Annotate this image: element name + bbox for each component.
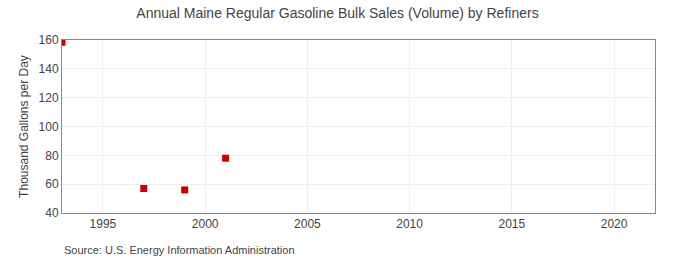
svg-text:100: 100 (39, 120, 59, 134)
svg-text:140: 140 (39, 62, 59, 76)
svg-text:Source: U.S. Energy Informatio: Source: U.S. Energy Information Administ… (64, 244, 295, 256)
svg-text:2020: 2020 (601, 217, 628, 231)
svg-text:2010: 2010 (396, 217, 423, 231)
svg-text:2000: 2000 (192, 217, 219, 231)
svg-text:80: 80 (45, 149, 59, 163)
svg-text:160: 160 (39, 33, 59, 47)
svg-text:60: 60 (45, 177, 59, 191)
svg-text:2015: 2015 (499, 217, 526, 231)
svg-text:120: 120 (39, 91, 59, 105)
svg-text:40: 40 (45, 206, 59, 220)
svg-text:1995: 1995 (90, 217, 117, 231)
svg-text:2005: 2005 (294, 217, 321, 231)
svg-text:Annual Maine Regular Gasoline: Annual Maine Regular Gasoline Bulk Sales… (136, 5, 538, 21)
svg-text:Thousand Gallons per Day: Thousand Gallons per Day (17, 55, 31, 198)
